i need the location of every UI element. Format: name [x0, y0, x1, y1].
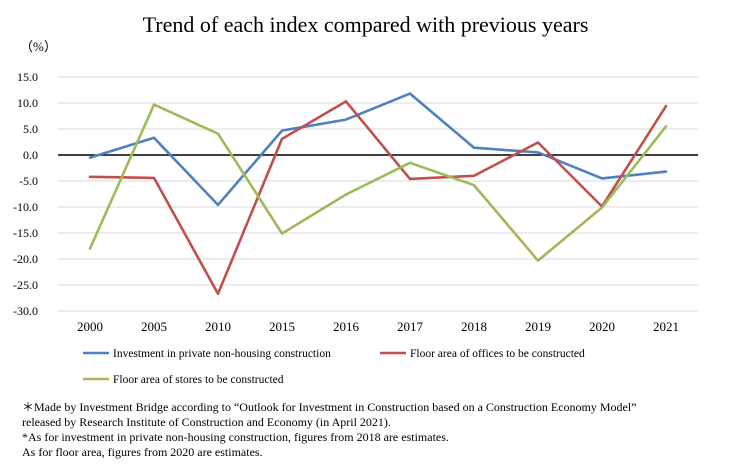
- x-tick-label: 2019: [525, 319, 551, 334]
- y-tick-label: -10.0: [13, 200, 38, 214]
- footnote-line: As for floor area, figures from 2020 are…: [22, 445, 722, 460]
- x-tick-label: 2016: [333, 319, 360, 334]
- x-tick-label: 2010: [205, 319, 231, 334]
- x-tick-label: 2020: [589, 319, 615, 334]
- footnote-line: released by Research Institute of Constr…: [22, 415, 722, 430]
- y-axis-ticks: 15.0 10.0 5.0 0.0 -5.0 -10.0 -15.0 -20.0 -25.0 -3…: [13, 70, 38, 318]
- footnotes: ＊Made by Investment Bridge according to …: [22, 400, 722, 460]
- footnote-line: *As for investment in private non-housin…: [22, 430, 722, 445]
- line-chart: 15.0 10.0 5.0 0.0 -5.0 -10.0 -15.0 -20.0 -25.0 -3…: [0, 0, 731, 400]
- y-tick-label: -5.0: [19, 174, 38, 188]
- y-tick-label: -25.0: [13, 278, 38, 292]
- x-tick-label: 2015: [269, 319, 295, 334]
- y-tick-label: -30.0: [13, 304, 38, 318]
- legend-label: Floor area of offices to be constructed: [410, 348, 585, 360]
- legend-label: Investment in private non-housing constr…: [113, 348, 331, 360]
- legend-label: Floor area of stores to be constructed: [113, 374, 284, 386]
- y-tick-label: -15.0: [13, 226, 38, 240]
- y-tick-label: 15.0: [17, 70, 38, 84]
- series-line: [90, 94, 666, 205]
- x-tick-label: 2017: [397, 319, 424, 334]
- x-tick-label: 2021: [653, 319, 679, 334]
- gridlines: [58, 77, 698, 311]
- y-tick-label: 0.0: [23, 148, 38, 162]
- series-lines: [90, 94, 666, 294]
- x-tick-label: 2005: [141, 319, 167, 334]
- y-tick-label: -20.0: [13, 252, 38, 266]
- series-line: [90, 101, 666, 293]
- x-tick-label: 2000: [77, 319, 103, 334]
- x-axis-ticks: 2000 2005 2010 2015 2016 2017 2018 2019 2020 2021: [77, 319, 679, 334]
- y-tick-label: 5.0: [23, 122, 38, 136]
- legend: Investment in private non-housing constr…: [83, 348, 585, 386]
- x-tick-label: 2018: [461, 319, 487, 334]
- footnote-line: ＊Made by Investment Bridge according to …: [22, 400, 722, 415]
- y-tick-label: 10.0: [17, 96, 38, 110]
